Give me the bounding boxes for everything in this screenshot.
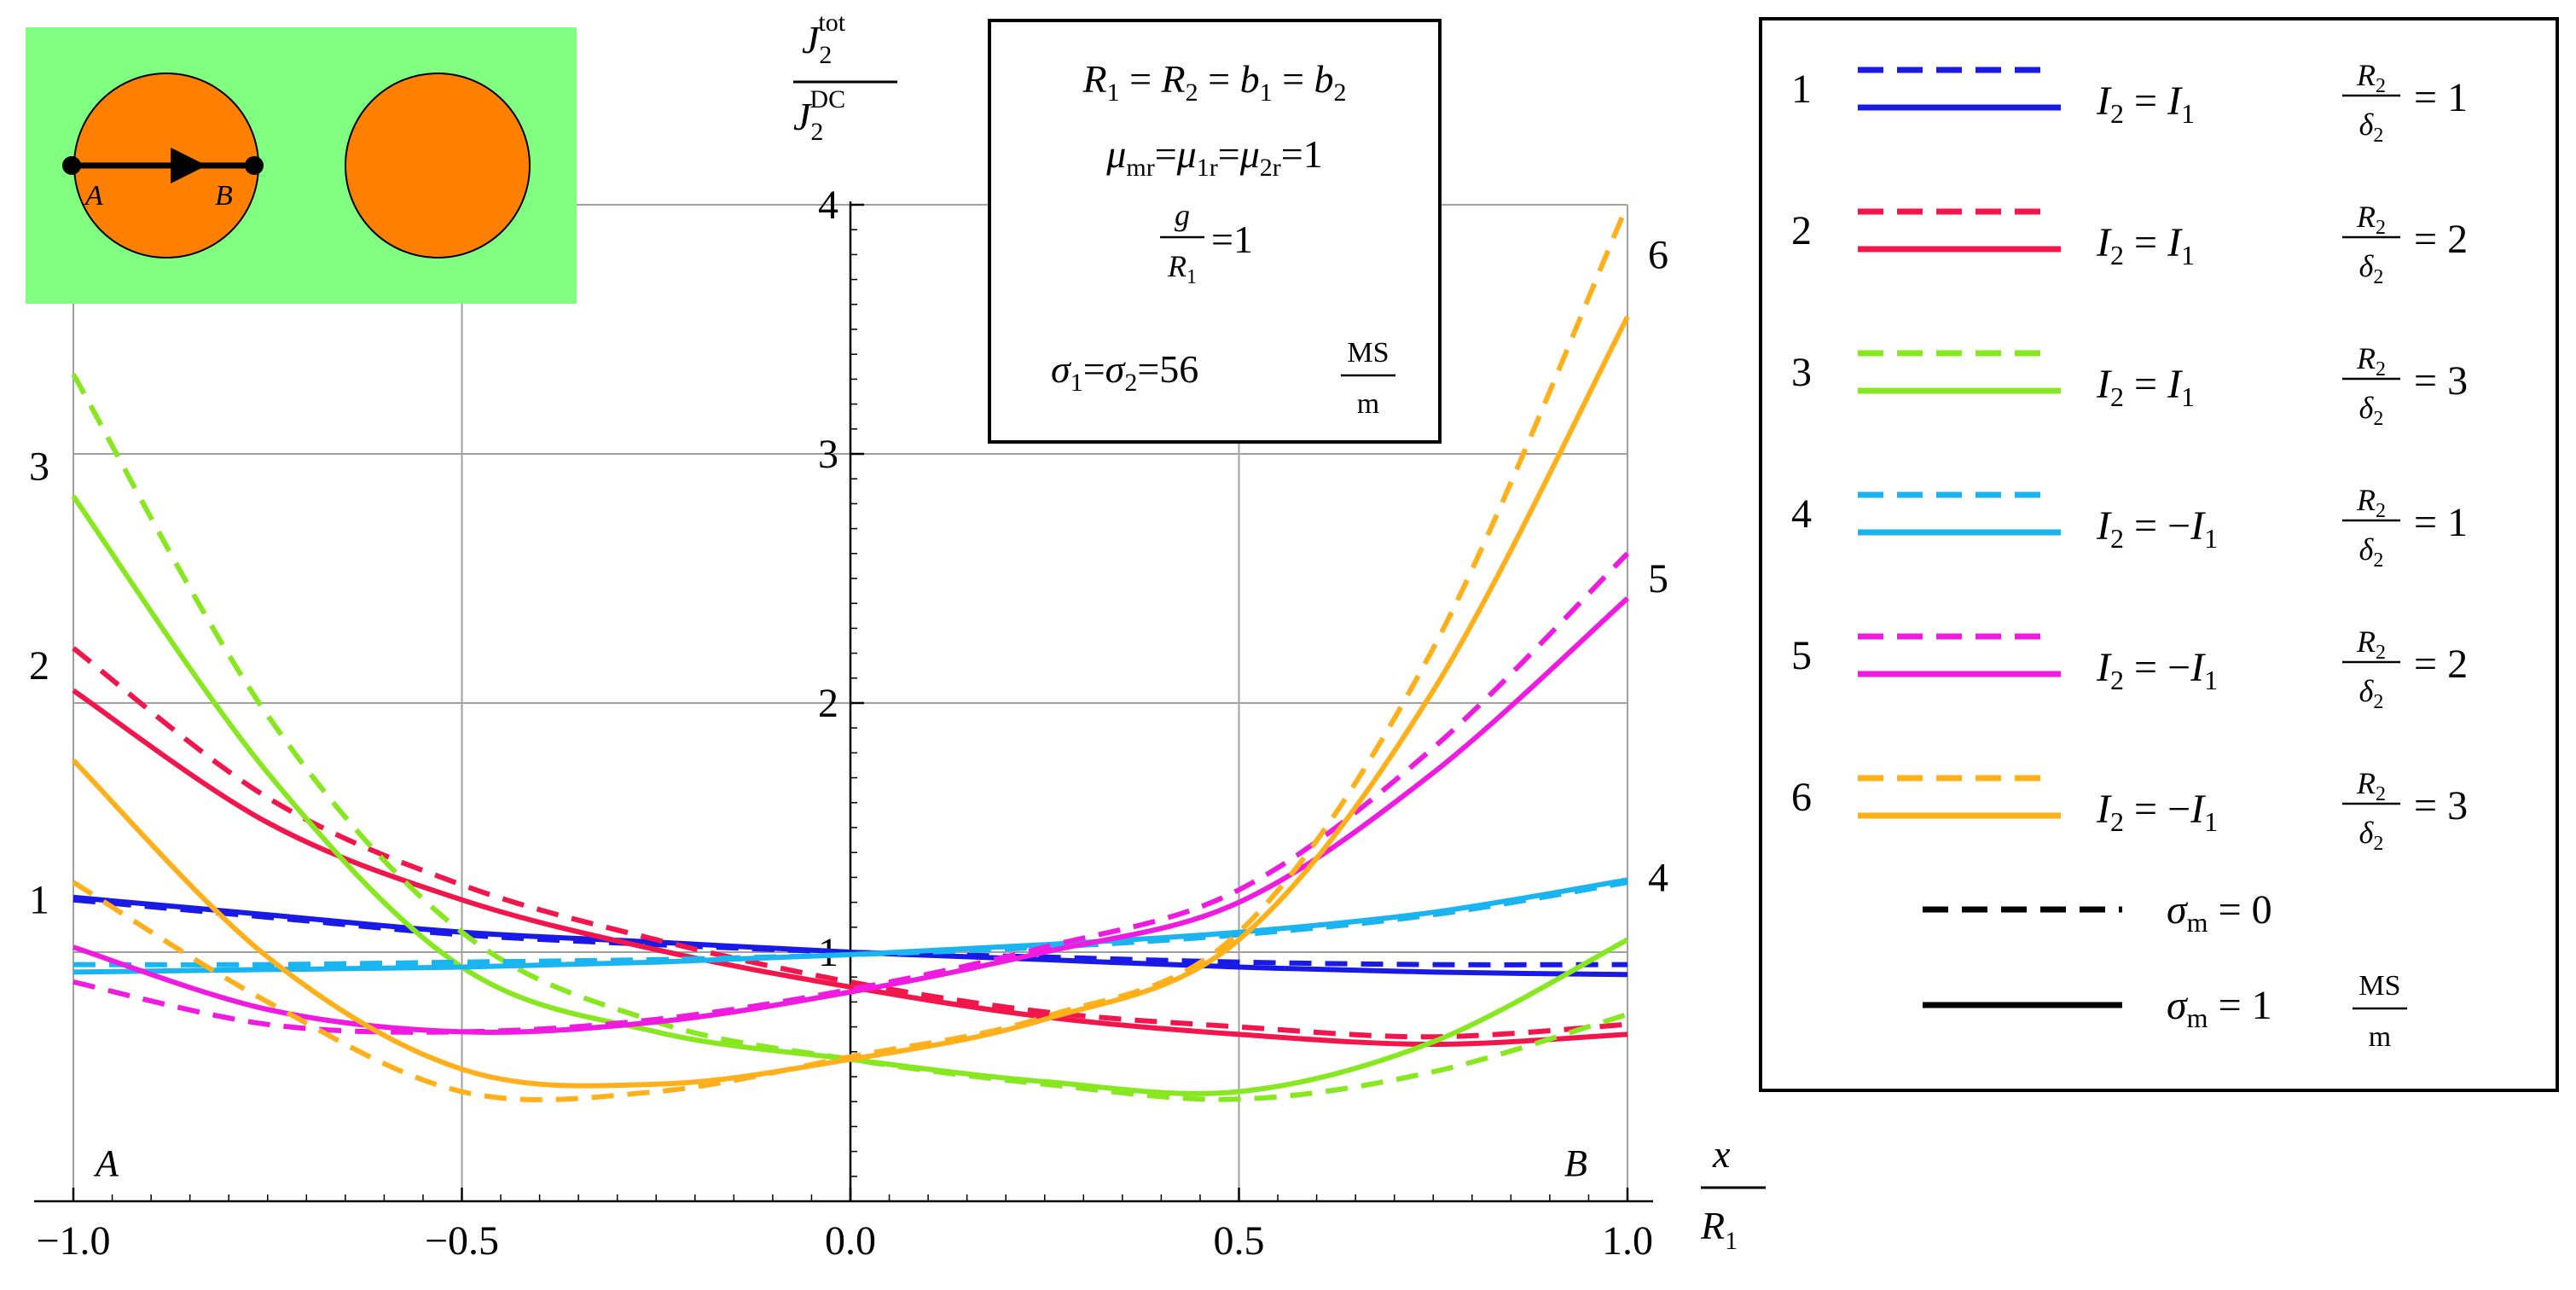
legend-row-number: 4: [1791, 491, 1812, 537]
endpoint-label-b: B: [1564, 1142, 1587, 1184]
legend-ratio-value: = 3: [2414, 783, 2468, 828]
point-a-marker: [62, 156, 81, 175]
param-line-2: μmr=μ1r=μ2r=1: [1105, 132, 1322, 182]
curve-label-3: 3: [29, 445, 49, 490]
legend-style-solid: σm = 1 MS m: [1923, 970, 2407, 1053]
svg-text:m: m: [1357, 388, 1379, 420]
inset-label-a: A: [84, 180, 103, 212]
y-tick-label: 3: [818, 432, 838, 477]
svg-text:g: g: [1175, 198, 1190, 232]
legend-row-number: 2: [1791, 208, 1812, 253]
legend-row-number: 3: [1791, 350, 1812, 395]
legend-row-number: 5: [1791, 633, 1812, 678]
legend-unit-den: m: [2369, 1021, 2391, 1053]
legend-ratio-value: = 1: [2414, 75, 2468, 120]
legend-ratio-den: δ2: [2359, 532, 2384, 572]
series-line-2-dashed: [72, 646, 1628, 1040]
series-line-3-solid: [71, 494, 1629, 1096]
y-axis-label: J2tot J2DC: [793, 9, 897, 146]
legend-ratio-value: = 2: [2414, 217, 2468, 262]
legend-style-label: σm = 1: [2167, 983, 2272, 1033]
legend-current: I2 = I1: [2096, 220, 2195, 270]
legend-current: I2 = −I1: [2096, 503, 2218, 554]
series-line-4-solid: [73, 877, 1628, 975]
conductor-inset: A B: [26, 27, 577, 304]
legend-row-6: 6 I2 = −I1 R2 δ2 = 3: [1791, 766, 2468, 855]
legend-current: I2 = −I1: [2096, 787, 2218, 837]
x-tick-label: 0.5: [1214, 1218, 1265, 1264]
series-line-6-dashed: [72, 203, 1630, 1102]
legend-ratio-num: R2: [2356, 483, 2386, 522]
legend-ratio-value: = 1: [2414, 500, 2468, 545]
legend-style-label: σm = 0: [2167, 887, 2272, 938]
legend-row-5: 5 I2 = −I1 R2 δ2 = 2: [1791, 625, 2468, 713]
curve-label-2: 2: [29, 643, 49, 689]
x-tick-label: 0.0: [825, 1218, 876, 1264]
svg-text:σ1=σ2=56: σ1=σ2=56: [1051, 347, 1198, 397]
legend-ratio-num: R2: [2356, 200, 2386, 239]
legend-current: I2 = −I1: [2096, 645, 2218, 695]
legend-unit-num: MS: [2358, 970, 2400, 1002]
legend-ratio-num: R2: [2356, 341, 2386, 381]
series-line-5-solid: [73, 596, 1630, 1035]
curve-label-6: 6: [1648, 232, 1668, 277]
legend-ratio-value: = 2: [2414, 642, 2468, 687]
legend-current: I2 = I1: [2096, 362, 2195, 412]
parameter-box: R1 = R2 = b1 = b2 μmr=μ1r=μ2r=1 g R1 =1 …: [988, 19, 1442, 444]
svg-text:J2DC: J2DC: [793, 85, 845, 146]
legend-ratio-num: R2: [2356, 766, 2386, 805]
point-b-marker: [245, 156, 264, 175]
legend-ratio-den: δ2: [2359, 674, 2384, 713]
legend-ratio-den: δ2: [2359, 816, 2384, 855]
legend-ratio-den: δ2: [2359, 249, 2384, 288]
legend-ratio-num: R2: [2356, 625, 2386, 664]
param-line-4: σ1=σ2=56 MS m: [1051, 337, 1395, 420]
y-tick-label: 4: [818, 183, 838, 228]
x-axis-label: x R1: [1700, 1132, 1766, 1255]
legend-row-1: 1 I2 = I1 R2 δ2 = 1: [1791, 58, 2468, 147]
svg-text:R1: R1: [1700, 1204, 1738, 1255]
svg-text:MS: MS: [1347, 337, 1389, 369]
x-tick-label: −0.5: [425, 1218, 499, 1264]
legend-ratio-value: = 3: [2414, 358, 2468, 404]
svg-text:x: x: [1712, 1132, 1731, 1176]
legend-current: I2 = I1: [2096, 78, 2195, 129]
legend-row-3: 3 I2 = I1 R2 δ2 = 3: [1791, 341, 2468, 430]
param-line-3: g R1 =1: [1160, 198, 1253, 288]
curve-label-5: 5: [1648, 556, 1668, 601]
legend-row-number: 1: [1791, 67, 1812, 112]
curve-labels: 1 2 3 4 5 6: [29, 232, 1668, 922]
svg-text:R1: R1: [1167, 249, 1197, 288]
legend-ratio-num: R2: [2356, 58, 2386, 97]
legend-row-number: 6: [1791, 775, 1812, 820]
legend-ratio-den: δ2: [2359, 391, 2384, 430]
legend: 1 I2 = I1 R2 δ2 = 1 2 I2 = I1 R2 δ2 = 2 3 I2 = I1 R2…: [1759, 17, 2559, 1092]
inset-label-b: B: [215, 180, 233, 212]
curve-label-4: 4: [1648, 855, 1668, 900]
endpoint-label-a: A: [93, 1142, 119, 1184]
y-tick-label: 2: [818, 681, 838, 726]
series-line-2-solid: [72, 688, 1628, 1047]
plot-series: [71, 203, 1630, 1102]
x-tick-label: 1.0: [1602, 1218, 1653, 1264]
legend-ratio-den: δ2: [2359, 108, 2384, 147]
x-tick-label: −1.0: [36, 1218, 110, 1264]
conductor-2: [345, 73, 531, 259]
legend-style-dashed: σm = 0: [1923, 887, 2272, 938]
series-line-6-solid: [71, 316, 1630, 1089]
curve-label-1: 1: [29, 878, 49, 923]
svg-text:J2tot: J2tot: [802, 9, 846, 69]
svg-text:=1: =1: [1211, 218, 1253, 261]
param-line-1: R1 = R2 = b1 = b2: [1082, 57, 1346, 107]
legend-row-4: 4 I2 = −I1 R2 δ2 = 1: [1791, 483, 2468, 572]
legend-row-2: 2 I2 = I1 R2 δ2 = 2: [1791, 200, 2468, 288]
